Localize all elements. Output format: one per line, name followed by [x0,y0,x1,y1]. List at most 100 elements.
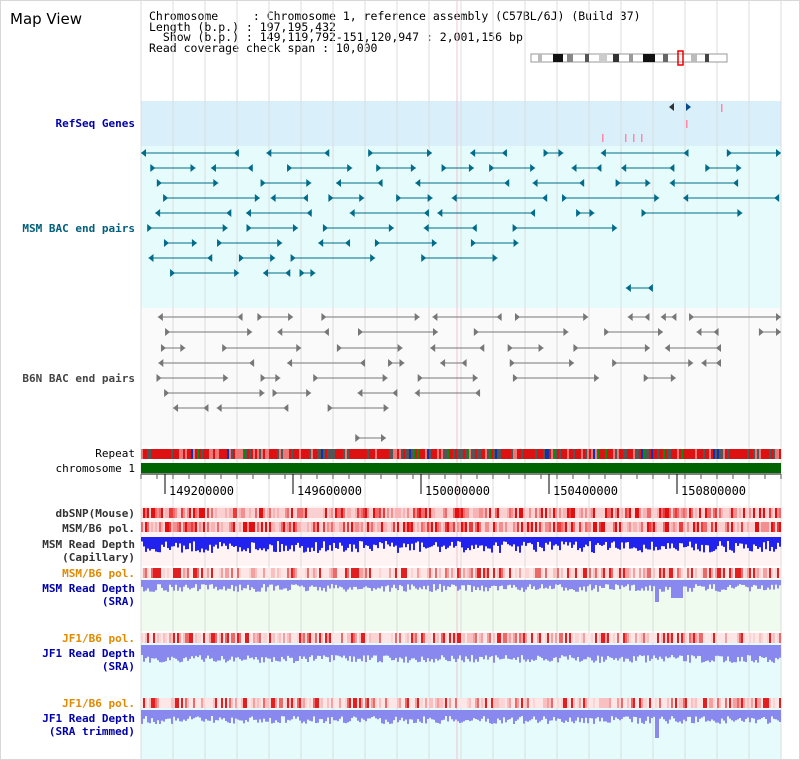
msm-bac-end-pairs-track[interactable] [141,149,781,292]
dbsnp-cell [273,508,275,518]
dbsnp-cell [685,508,687,518]
jf1-depth-sra-bar [661,645,663,659]
read-depth-tracks[interactable] [141,537,781,738]
refseq-genes-track[interactable] [602,103,723,142]
b6n-bac-end [247,328,253,336]
msm-b6-pol-2-cell [427,568,429,578]
jf1-b6-pol-2-cell [169,698,171,708]
dbsnp-cell [717,508,719,518]
jf1-b6-pol-2-cell [287,698,289,708]
msm-depth-sra-bar [731,580,733,588]
dbsnp-cell [243,508,245,518]
msm-b6-pol-2-cell [501,568,503,578]
jf1-b6-pol-2-cell [153,698,155,708]
msm-depth-sra-bar [473,580,475,587]
jf1-depth-trimmed-bar [401,710,403,718]
jf1-b6-pol-2-cell [655,698,657,708]
msm-depth-capillary-bar [655,537,657,547]
chromosome-bar[interactable] [141,463,781,473]
jf1-b6-pol-cell [457,633,459,643]
jf1-depth-sra-bar [159,645,161,663]
jf1-b6-pol-2-cell [775,698,777,708]
msm-depth-sra-bar [211,580,213,585]
repeat-segment [599,449,601,459]
jf1-depth-trimmed-bar [511,710,513,718]
msm-b6-pol-2-cell [367,568,369,578]
polymorphism-heat-tracks[interactable] [141,508,781,708]
jf1-b6-pol-2-cell [177,698,179,708]
jf1-depth-trimmed-bar [481,710,483,719]
b6n-bac-end [473,328,479,336]
msm-b6-pol-cell [365,522,367,532]
msm-depth-sra-bar [161,580,163,588]
position-axis: 149200000 149600000 150000000 150400000 1508… [140,473,782,498]
msm-b6-pol-2-cell [395,568,397,578]
repeat-segment [677,449,679,459]
msm-depth-sra-bar [557,580,559,586]
jf1-depth-trimmed-bar [713,710,715,721]
jf1-depth-trimmed-bar [173,710,175,717]
msm-depth-capillary-bar [213,537,215,547]
msm-depth-sra-bar [439,580,441,585]
msm-bac-end [737,209,743,217]
dbsnp-cell [779,508,781,518]
jf1-depth-trimmed-bar [667,710,669,724]
msm-b6-pol-2-cell [157,568,159,578]
dbsnp-cell [703,508,705,518]
chromosome-ideogram[interactable] [530,50,728,66]
msm-b6-pol-cell [451,522,453,532]
jf1-depth-trimmed-bar [155,710,157,724]
msm-b6-pol-2-cell [315,568,317,578]
b6n-bac-end [660,313,666,321]
msm-b6-pol-cell [151,522,153,532]
msm-depth-capillary-bar [767,537,769,542]
msm-depth-capillary-bar [487,537,489,549]
msm-b6-pol-cell [399,522,401,532]
jf1-depth-trimmed-bar [605,710,607,722]
jf1-depth-trimmed-bar [181,710,183,722]
jf1-b6-pol-2-cell [257,698,259,708]
jf1-b6-pol-cell [305,633,307,643]
repeat-segment [391,449,393,459]
repeat-segment [753,449,755,459]
jf1-b6-pol-2-cell [727,698,729,708]
jf1-depth-sra-bar [481,645,483,658]
dbsnp-cell [599,508,601,518]
repeat-segment [751,449,753,459]
msm-depth-capillary-bar [351,537,353,552]
dbsnp-cell [385,508,387,518]
msm-b6-pol-cell [325,522,327,532]
msm-b6-pol-2-cell [149,568,151,578]
msm-bac-end [155,209,161,217]
jf1-b6-pol-2-cell [573,698,575,708]
repeat-segment [285,449,287,459]
msm-depth-sra-bar [383,580,385,592]
dbsnp-cell [721,508,723,518]
msm-depth-sra-bar [165,580,167,591]
repeat-segment [417,449,419,459]
msm-bac-end [246,224,252,232]
jf1-b6-pol-cell [559,633,561,643]
b6n-bac-end-pairs-track[interactable] [156,313,781,442]
msm-depth-capillary-bar [439,537,441,553]
jf1-b6-pol-2-cell [199,698,201,708]
jf1-depth-sra-bar [361,645,363,662]
jf1-depth-sra-bar [245,645,247,660]
msm-b6-pol-2-cell [239,568,241,578]
jf1-depth-trimmed-bar [241,710,243,721]
msm-b6-pol-2-cell [551,568,553,578]
jf1-b6-pol-2-cell [575,698,577,708]
msm-b6-pol-cell [419,522,421,532]
msm-b6-pol-cell [693,522,695,532]
dbsnp-cell [165,508,167,518]
repeat-track[interactable] [141,449,781,459]
msm-depth-sra-bar [411,580,413,585]
msm-depth-sra-bar [309,580,311,587]
jf1-depth-sra-bar [377,645,379,663]
msm-depth-capillary-bar [227,537,229,550]
jf1-b6-pol-cell [307,633,309,643]
jf1-depth-sra-bar [605,645,607,660]
dbsnp-cell [409,508,411,518]
jf1-b6-pol-2-cell [477,698,479,708]
